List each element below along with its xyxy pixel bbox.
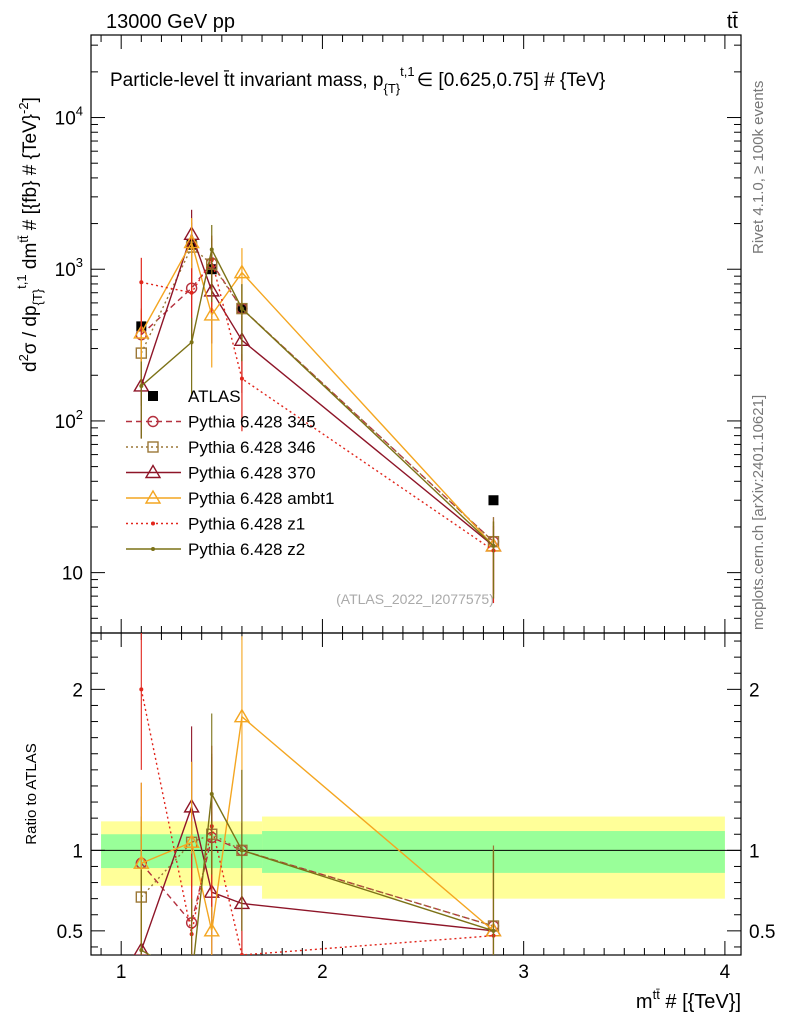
data-point: [233, 264, 251, 279]
ylabel-d-sup: -2: [16, 102, 31, 114]
ratio-series-5: [139, 713, 496, 981]
ylabel-a-sup: 2: [16, 354, 31, 361]
legend-entry-2: Pythia 6.428 346: [126, 438, 316, 457]
inner-band-0: [101, 834, 263, 869]
series-2: [135, 222, 500, 595]
data-point: [183, 234, 200, 249]
main-y-tick-label: 103: [55, 255, 83, 281]
x-axis-label: mtt̄ # [{TeV}]: [636, 987, 741, 1013]
legend: ATLAS Pythia 6.428 345 Pythia 6.428 346 Pyt…: [126, 387, 334, 559]
legend-entry-6: Pythia 6.428 z2: [126, 540, 305, 559]
legend-entry-3: Pythia 6.428 370: [126, 464, 316, 483]
ratio-y-tick-label-right: 0.5: [749, 922, 775, 943]
mcplots-label: mcplots.cern.ch [arXiv:2401.10621]: [750, 395, 767, 630]
data-point: [203, 306, 220, 321]
ylabel-b-sup: t,1: [14, 274, 29, 288]
ylabel-e: ]: [20, 97, 41, 102]
x-tick-label: 3: [518, 962, 529, 983]
xlabel-rest: # [{TeV}]: [660, 991, 741, 1013]
analysis-id: (ATLAS_2022_I2077575): [336, 591, 494, 607]
ratio-point: [183, 833, 200, 848]
legend-label: Pythia 6.428 z2: [188, 540, 305, 559]
series-line: [140, 245, 494, 543]
energy-label: 13000 GeV pp: [106, 11, 235, 33]
legend-entry-4: Pythia 6.428 ambt1: [126, 489, 334, 508]
plot-title: Particle-level t̄t invariant mass, p{T} t…: [110, 64, 605, 96]
plot-title-main: Particle-level t̄t invariant mass, p: [110, 70, 384, 91]
ratio-panel-frame: [90, 632, 742, 956]
legend-entry-5: Pythia 6.428 z1: [126, 515, 305, 534]
legend-label: ATLAS: [188, 387, 241, 406]
x-tick-label: 4: [720, 962, 731, 983]
legend-marker: [144, 464, 162, 479]
main-y-tick-label: 10: [62, 564, 83, 585]
ratio-y-axis-label: Ratio to ATLAS: [23, 743, 40, 844]
ratio-y-tick-label-right: 2: [749, 680, 760, 701]
legend-entry-1: Pythia 6.428 345: [126, 413, 316, 432]
main-y-axis-label: d2σ / dp{T}t,1 dmtt̄ # [{fb} # {TeV}-2]: [14, 97, 45, 372]
legend-label: Pythia 6.428 z1: [188, 515, 305, 534]
legend-label: Pythia 6.428 345: [188, 413, 316, 432]
ratio-series: [133, 633, 502, 981]
xlabel-m: m: [636, 991, 653, 1013]
ylabel-b: σ / dp: [20, 305, 41, 354]
ratio-point: [239, 953, 244, 955]
x-tick-label: 2: [317, 962, 328, 983]
data-point: [491, 543, 496, 548]
legend-label: Pythia 6.428 346: [188, 438, 316, 457]
legend-label: Pythia 6.428 ambt1: [188, 489, 334, 508]
data-point: [139, 280, 144, 285]
data-point: [133, 324, 150, 339]
series-6: [139, 224, 496, 599]
legend-marker: [151, 521, 155, 526]
xlabel-sup: tt̄: [653, 987, 661, 1002]
legend-marker: [148, 391, 158, 401]
main-y-tick-label: 104: [55, 104, 83, 130]
data-point: [239, 376, 244, 381]
ratio-y-tick-label-right: 1: [749, 841, 760, 862]
ylabel-c: dm: [20, 243, 41, 275]
ratio-y-tick-label: 1: [72, 841, 83, 862]
legend-marker: [147, 441, 159, 453]
main-series: [133, 209, 502, 604]
ratio-point: [133, 941, 150, 955]
data-point: [139, 383, 144, 388]
legend-label: Pythia 6.428 370: [188, 464, 316, 483]
main-y-tick-label: 102: [55, 407, 83, 433]
uncertainty-bands: [91, 816, 741, 899]
ratio-point: [203, 922, 220, 937]
legend-marker: [151, 547, 155, 551]
legend-marker: [144, 489, 162, 504]
process-label: tt̄: [727, 11, 739, 33]
ratio-point: [491, 928, 496, 933]
ylabel-d: # [{fb} # {TeV}: [20, 114, 41, 236]
plot-title-sub: {T}: [384, 81, 401, 96]
ratio-point: [139, 948, 144, 953]
ratio-point: [233, 708, 251, 723]
series-4: [133, 218, 502, 599]
data-point: [189, 290, 194, 295]
ylabel-b-sub: {T}: [30, 288, 45, 305]
ylabel-c-sup: tt̄: [16, 235, 31, 243]
ylabel-a: d: [20, 361, 41, 372]
rivet-label: Rivet 4.1.0, ≥ 100k events: [750, 81, 767, 254]
ratio-point: [139, 687, 144, 692]
ratio-point: [209, 792, 214, 796]
data-point: [209, 247, 214, 252]
x-tick-label: 1: [116, 962, 127, 983]
data-point: [189, 340, 194, 345]
ratio-point: [239, 848, 244, 853]
plot-title-range: ∈ [0.625,0.75] # {TeV}: [417, 70, 606, 91]
data-point: [239, 306, 244, 311]
ratio-point: [133, 854, 150, 869]
plot-title-sup: t,1: [400, 64, 414, 79]
ratio-y-tick-label: 2: [72, 680, 83, 701]
ratio-y-tick-label: 0.5: [57, 922, 83, 943]
ratio-point: [190, 977, 194, 981]
legend-marker: [147, 415, 159, 428]
ratio-line: [140, 689, 494, 955]
legend-entry-0: ATLAS: [148, 387, 241, 406]
data-point: [488, 495, 499, 506]
